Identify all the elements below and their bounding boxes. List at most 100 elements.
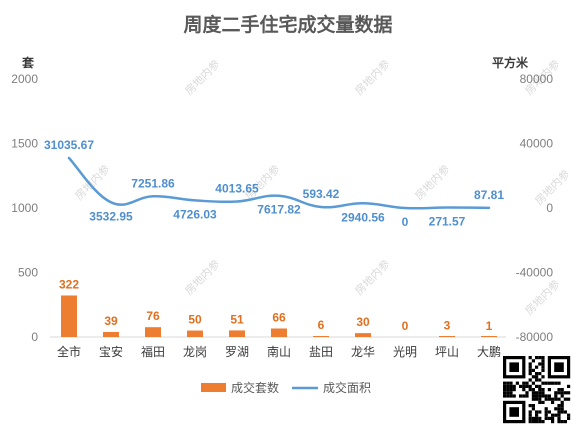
qr-module [515,381,519,385]
qr-module [560,400,564,404]
qr-module [506,381,510,385]
bar-2 [145,327,161,337]
qr-module [538,378,542,382]
qr-module [531,420,535,424]
watermark-5: 房地内参 [412,162,453,203]
qr-module [557,397,561,401]
qr-module [535,356,539,360]
qr-module [503,394,507,398]
qr-module [547,388,551,392]
qr-module [506,394,510,398]
qr-module [563,410,567,414]
qr-module [535,397,539,401]
category-labels: 全市 宝安 福田 龙岗 罗湖 南山 盐田 龙华 光明 坪山 大鹏 [57,344,501,359]
qr-module [551,397,555,401]
qr-module [557,388,561,392]
left-tick-2: 1000 [11,201,38,215]
qr-module [535,410,539,414]
qr-module [522,381,526,385]
qr-module [554,394,558,398]
line-label-0: 31035.67 [44,138,94,152]
qr-module [509,384,513,388]
qr-module [535,420,539,424]
chart-title: 周度二手住宅成交量数据 [183,13,392,36]
bar-5 [271,328,287,337]
qr-module [551,416,555,420]
bar-3 [187,330,203,337]
qr-module [557,410,561,414]
qr-module [544,410,548,414]
qr-module [528,416,532,420]
qr-module [503,381,507,385]
bar-label-4: 51 [230,312,244,326]
watermark-9: 房地内参 [522,277,563,318]
qr-module [557,416,561,420]
qr-module [541,368,545,372]
qr-module [531,394,535,398]
category-label-1: 宝安 [99,344,123,359]
line-point-7 [362,202,364,204]
qr-module [503,388,507,392]
bar-0 [61,295,77,337]
qr-module [547,381,551,385]
qr-module [557,407,561,411]
qr-module [528,378,532,382]
qr-module [531,381,535,385]
left-tick-3: 1500 [11,137,38,151]
qr-module [538,397,542,401]
right-tick-1: -40000 [516,266,554,280]
qr-module [535,375,539,379]
line-point-3 [194,199,196,201]
qr-module [506,384,510,388]
category-label-2: 福田 [141,344,165,359]
qr-module [509,394,513,398]
qr-module [538,410,542,414]
qr-module [531,388,535,392]
qr-module [557,420,561,424]
bar-label-8: 0 [402,319,409,333]
category-label-10: 大鹏 [477,345,501,359]
qr-module [551,420,555,424]
line-label-4: 4013.65 [215,182,259,196]
bar-label-5: 66 [272,310,286,324]
bar-7 [355,333,371,337]
category-label-7: 龙华 [351,345,375,359]
line-point-2 [152,195,154,197]
right-axis-unit: 平方米 [492,55,529,70]
qr-module [503,384,507,388]
qr-module [522,388,526,392]
qr-module [544,413,548,417]
qr-module [538,400,542,404]
qr-module [544,397,548,401]
line-point-1 [110,201,112,203]
bar-4 [229,330,245,337]
left-axis-ticks: 0 500 1000 1500 2000 [11,72,38,344]
qr-module [528,404,532,408]
qr-module [547,416,551,420]
qr-module [538,384,542,388]
right-tick-0: -80000 [516,330,554,344]
qr-module [535,416,539,420]
qr-module [531,404,535,408]
qr-module [541,375,545,379]
qr-module [535,413,539,417]
line-point-4 [236,201,238,203]
qr-module [538,362,542,366]
qr-module [557,413,561,417]
line-point-8 [404,207,406,209]
qr-module [554,413,558,417]
line-label-8: 0 [402,215,409,229]
qr-module [535,365,539,369]
qr-module [541,400,545,404]
legend-bar-swatch [201,383,226,392]
right-axis-ticks: -80000 -40000 0 40000 80000 [516,72,554,344]
right-tick-3: 40000 [520,137,554,151]
line-series: 31035.67 3532.95 7251.86 4726.03 4013.65 7617… [44,138,504,229]
qr-module [541,420,545,424]
qr-module [557,404,561,408]
qr-module [541,356,545,360]
qr-module [509,381,513,385]
qr-module [503,391,507,395]
qr-module [541,362,545,366]
qr-module [528,388,532,392]
